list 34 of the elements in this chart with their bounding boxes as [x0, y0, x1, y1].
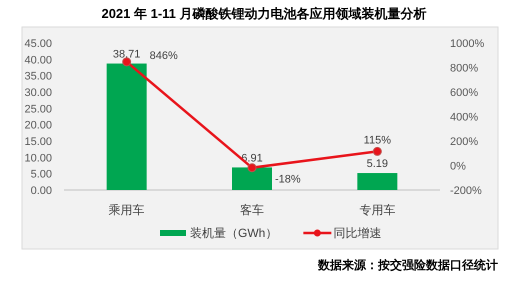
y-tick-label: 40.00 — [24, 54, 52, 66]
point — [372, 146, 382, 156]
y2-tick-label: 800% — [450, 62, 478, 74]
data-label: 5.19 — [366, 158, 388, 170]
legend-label: 同比增速 — [333, 226, 382, 240]
y-tick-label: 30.00 — [24, 87, 52, 99]
y2-tick-label: 1000% — [450, 38, 484, 50]
chart-title: 2021 年 1-11 月磷酸铁锂动力电池各应用领域装机量分析 — [101, 6, 427, 21]
point — [248, 163, 256, 172]
bar — [357, 173, 398, 190]
data-label: -18% — [275, 174, 301, 186]
y2-tick-label: 600% — [450, 87, 478, 99]
y-tick-label: 25.00 — [24, 103, 52, 116]
y2-tick-label: -200% — [450, 185, 482, 197]
data-label: 38.71 — [112, 48, 140, 61]
bar — [232, 167, 272, 190]
y-tick-label: 15.00 — [24, 136, 52, 148]
y-tick-label: 5.00 — [30, 168, 52, 181]
y-tick-label: 0.00 — [30, 185, 52, 197]
x-tick-label: 乘用车 — [108, 203, 145, 217]
y-tick-label: 20.00 — [24, 120, 52, 132]
y-tick-label: 35.00 — [24, 70, 52, 83]
data-label: 846% — [150, 50, 178, 62]
bar — [106, 64, 147, 190]
y-tick-label: 10.00 — [24, 152, 52, 164]
legend-label: 装机量（GWh） — [190, 226, 278, 240]
y2-tick-label: 200% — [450, 136, 478, 148]
y-tick-label: 45.00 — [24, 38, 52, 50]
y2-tick-label: 0% — [450, 160, 466, 172]
data-label: 115% — [364, 134, 392, 146]
source-note: 数据来源：按交强险数据口径统计 — [317, 258, 498, 272]
x-tick-label: 专用车 — [359, 203, 396, 217]
x-tick-label: 客车 — [240, 203, 264, 217]
y2-tick-label: 400% — [450, 112, 478, 124]
